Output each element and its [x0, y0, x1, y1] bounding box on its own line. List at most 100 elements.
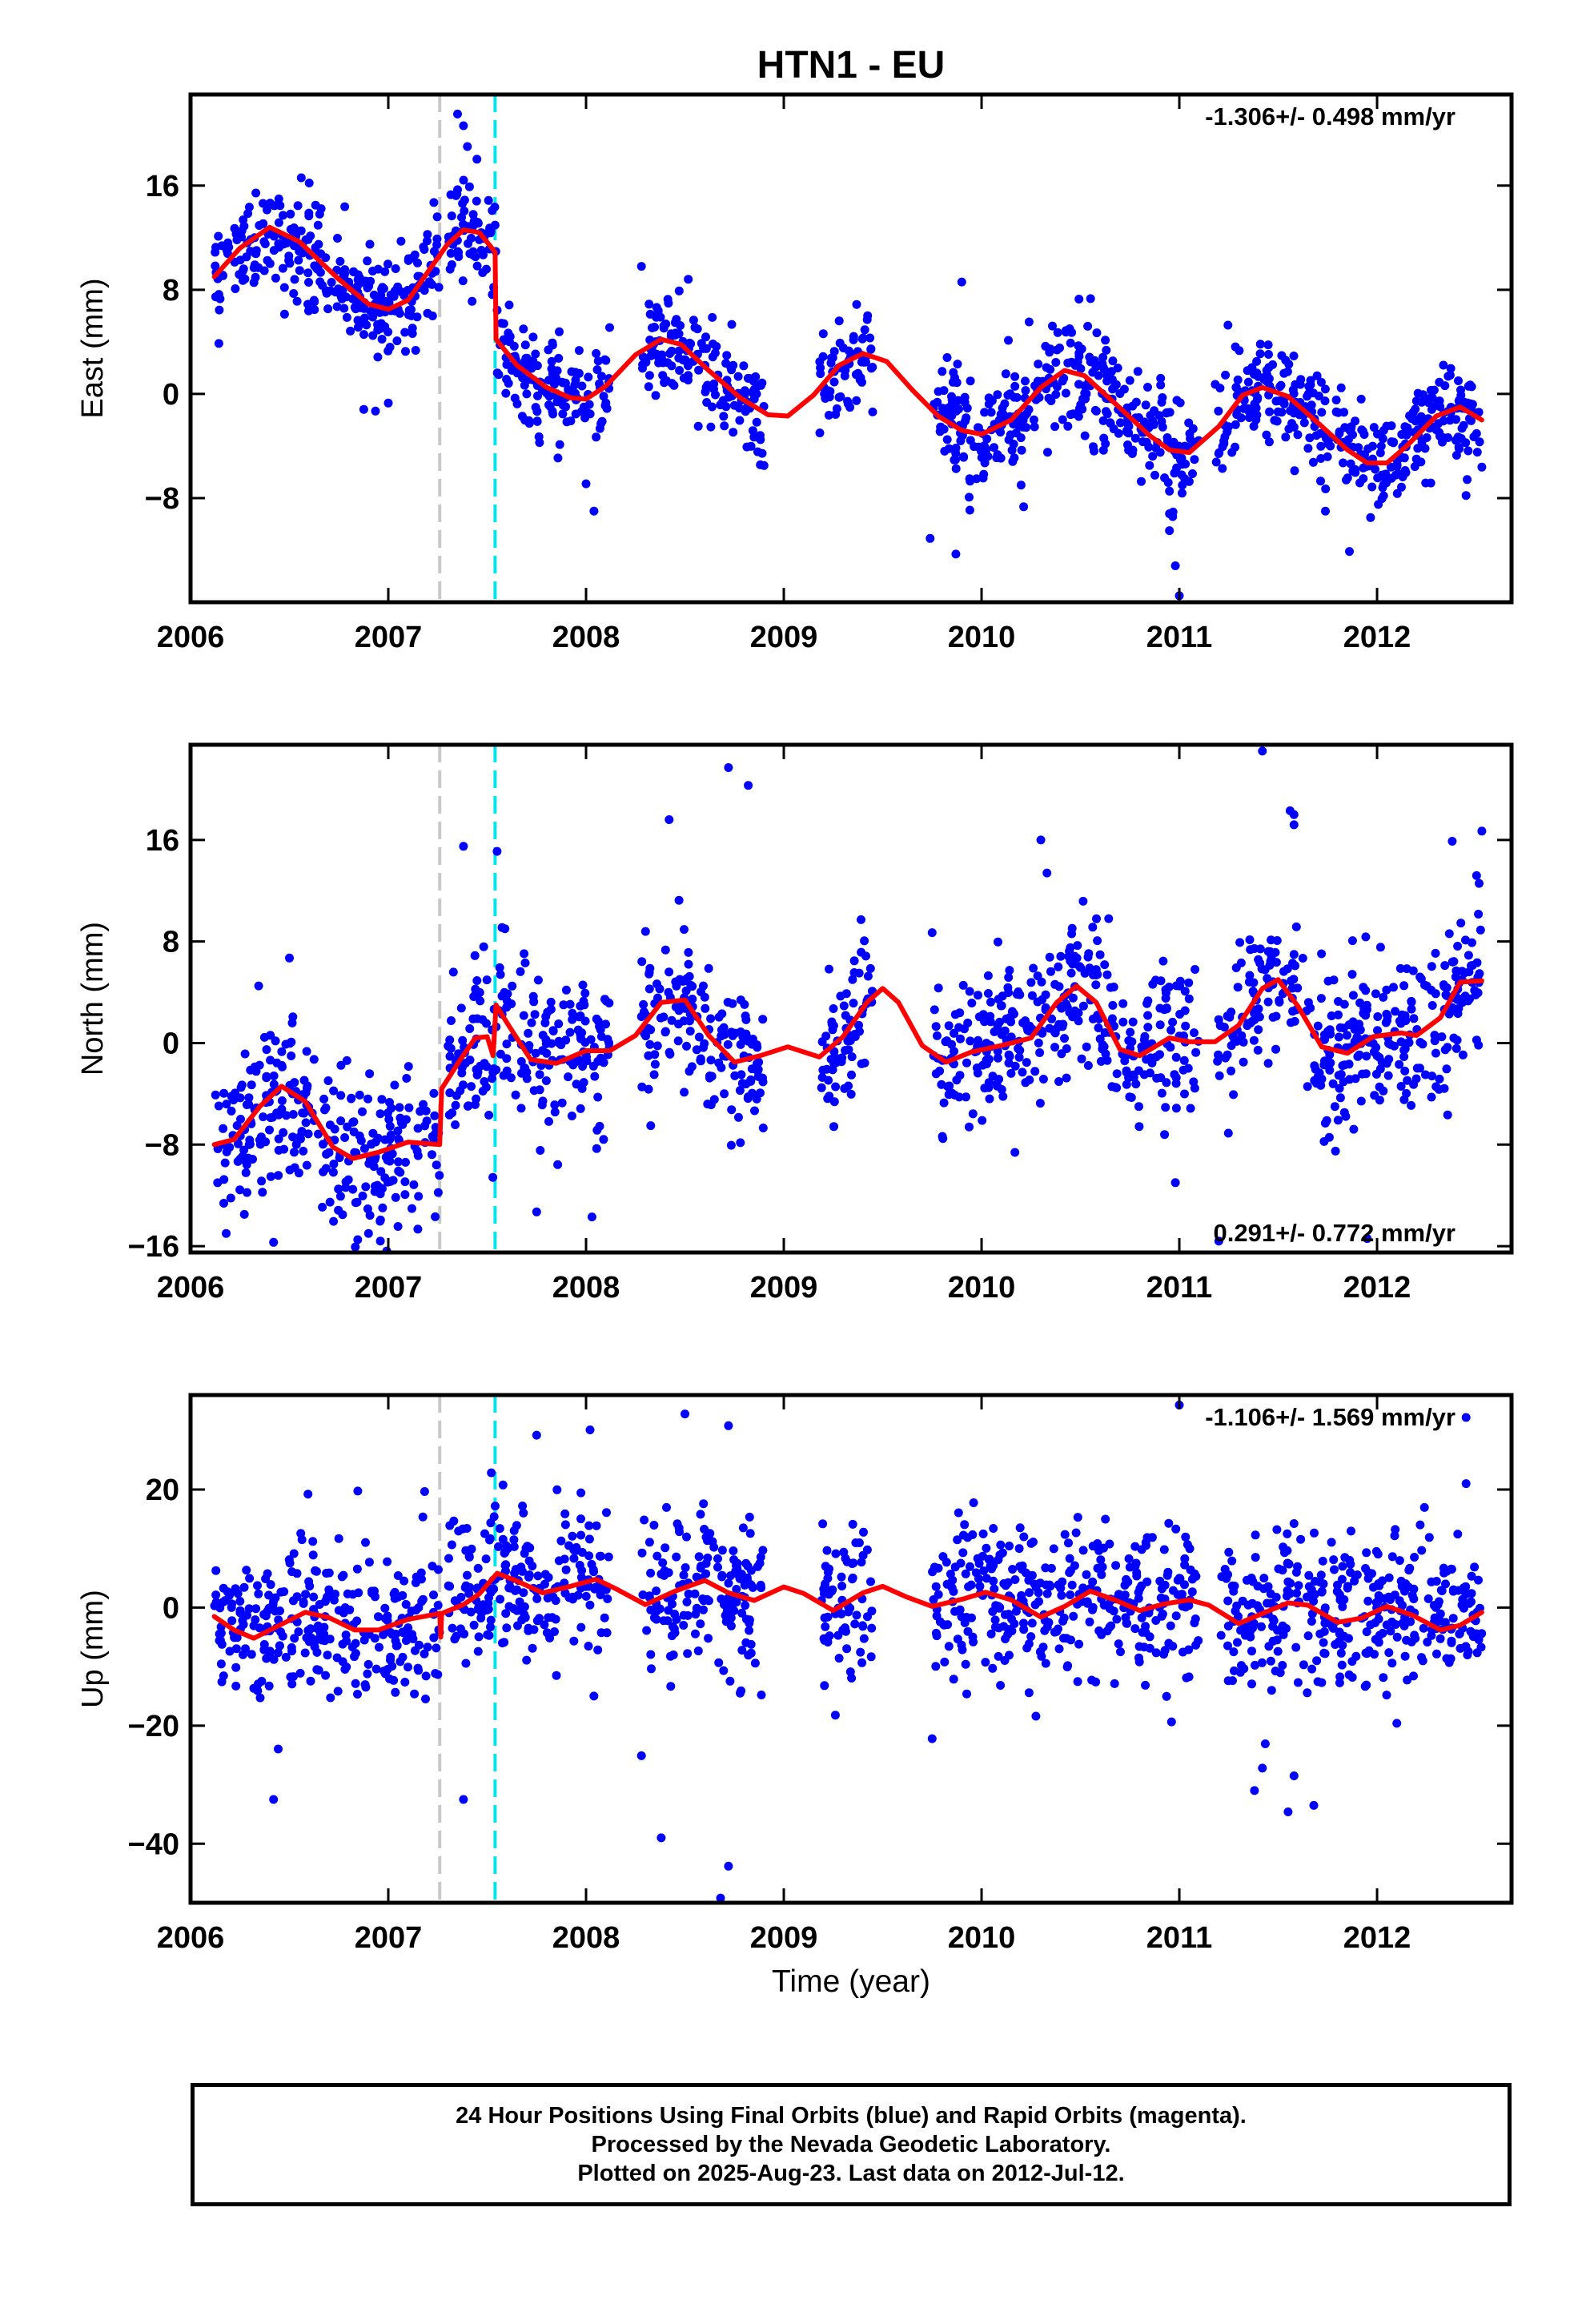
- data-point: [856, 1647, 865, 1657]
- data-point: [545, 1633, 555, 1642]
- data-point: [1439, 360, 1448, 370]
- data-point: [576, 1034, 586, 1043]
- data-point: [758, 1546, 768, 1555]
- data-point: [693, 1647, 703, 1655]
- data-point: [1127, 1037, 1137, 1047]
- data-point: [1191, 1047, 1201, 1057]
- data-point: [1105, 1539, 1114, 1549]
- data-point: [1257, 1658, 1267, 1667]
- data-point: [1455, 444, 1464, 453]
- data-point: [978, 1529, 988, 1538]
- data-point: [259, 1112, 268, 1122]
- data-point: [1347, 1657, 1357, 1667]
- data-point: [1108, 356, 1118, 366]
- data-point: [1007, 445, 1017, 455]
- data-point: [299, 1076, 309, 1085]
- data-point: [852, 1610, 861, 1620]
- outlier-point: [636, 1751, 646, 1760]
- data-point: [284, 255, 294, 265]
- data-point: [680, 1088, 689, 1097]
- data-point: [1431, 1577, 1441, 1586]
- data-point: [682, 1041, 691, 1051]
- data-point: [1354, 443, 1363, 452]
- data-point: [391, 1687, 400, 1697]
- data-point: [467, 1082, 476, 1092]
- data-point: [1263, 997, 1273, 1007]
- data-point: [1120, 1056, 1130, 1066]
- data-point: [458, 1035, 468, 1045]
- data-point: [842, 1644, 852, 1654]
- data-point: [1038, 1075, 1048, 1084]
- data-point: [942, 435, 952, 444]
- data-point: [1243, 404, 1253, 413]
- data-point: [1054, 1077, 1063, 1086]
- data-point: [959, 396, 969, 406]
- data-point: [1334, 1071, 1343, 1080]
- data-point: [1004, 336, 1013, 345]
- data-point: [1061, 388, 1070, 398]
- data-point: [310, 297, 319, 307]
- data-point: [393, 1592, 403, 1602]
- data-point: [717, 1572, 727, 1582]
- data-point: [391, 1192, 400, 1202]
- data-point: [988, 1606, 998, 1616]
- data-point: [1082, 1597, 1092, 1606]
- data-point: [649, 1613, 659, 1622]
- data-point: [219, 1583, 228, 1593]
- data-point: [730, 1071, 740, 1080]
- data-point: [1030, 1600, 1040, 1610]
- data-point: [1058, 376, 1067, 386]
- data-point: [1130, 433, 1140, 443]
- data-point: [646, 1650, 656, 1659]
- data-point: [758, 1124, 768, 1132]
- data-point: [259, 1032, 269, 1042]
- data-point: [1058, 415, 1067, 424]
- data-point: [849, 335, 858, 344]
- data-point: [1054, 962, 1063, 971]
- data-point: [661, 1543, 670, 1553]
- data-point: [1431, 1602, 1440, 1612]
- data-point: [638, 1590, 648, 1599]
- data-point: [266, 1580, 275, 1590]
- data-point: [752, 417, 761, 427]
- data-point: [711, 390, 720, 400]
- data-point: [1223, 1641, 1232, 1651]
- data-point: [1443, 1110, 1452, 1120]
- data-point: [1400, 1044, 1410, 1054]
- outlier-point: [459, 121, 468, 131]
- data-point: [1142, 1541, 1150, 1550]
- x-tick-label: 2008: [552, 1271, 620, 1305]
- data-point: [1098, 352, 1108, 362]
- data-point: [396, 236, 406, 246]
- data-point: [265, 1125, 274, 1135]
- data-point: [1001, 1634, 1010, 1643]
- data-point: [520, 1549, 529, 1558]
- data-point: [714, 1012, 724, 1022]
- y-tick-label: 8: [163, 274, 179, 308]
- data-point: [1116, 1647, 1125, 1657]
- data-point: [1400, 1066, 1410, 1076]
- data-point: [303, 1490, 313, 1499]
- data-point: [1402, 430, 1411, 440]
- data-point: [821, 1622, 830, 1631]
- data-point: [288, 1596, 298, 1606]
- data-point: [684, 361, 693, 371]
- data-point: [504, 300, 514, 310]
- data-point: [447, 1540, 456, 1550]
- data-point: [684, 371, 693, 380]
- data-point: [531, 349, 540, 359]
- data-point: [1074, 1016, 1083, 1026]
- data-point: [359, 1144, 369, 1153]
- data-point: [1162, 1004, 1171, 1014]
- data-point: [244, 1604, 254, 1614]
- data-point: [328, 1168, 338, 1177]
- data-point: [310, 261, 319, 271]
- data-point: [496, 1049, 505, 1059]
- y-tick-label: −20: [128, 1710, 179, 1743]
- y-tick-label: −40: [128, 1827, 179, 1861]
- data-point: [1296, 1534, 1306, 1544]
- data-point: [319, 1630, 329, 1638]
- data-point: [537, 1100, 547, 1110]
- data-point: [579, 996, 588, 1006]
- data-point: [1465, 994, 1475, 1003]
